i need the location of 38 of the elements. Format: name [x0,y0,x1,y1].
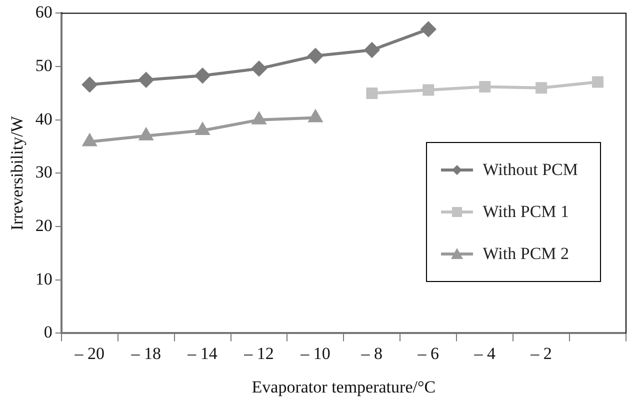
y-tick-label: 50 [35,56,52,75]
y-tick-label: 40 [35,109,52,128]
y-axis-title: Irreversibility/W [8,115,27,230]
x-tick-label: – 20 [74,344,105,363]
x-tick-label: – 8 [360,344,383,363]
y-tick-label: 0 [44,322,52,342]
legend-label: With PCM 1 [482,202,570,222]
point [82,134,96,146]
x-tick-label: – 14 [186,344,218,363]
point [82,77,98,92]
x-tick-label: – 4 [473,344,496,363]
point [592,76,604,88]
x-tick-label: – 12 [243,344,274,363]
point [139,128,153,140]
x-tick-label: – 10 [300,344,330,363]
legend-label: With PCM 2 [482,244,570,264]
point [366,87,378,99]
point [364,42,380,58]
x-tick-label: – 2 [530,344,552,363]
y-tick-label: 10 [35,269,52,288]
point [308,110,322,122]
y-tick-label: 30 [35,162,52,182]
y-tick-label: 20 [35,216,52,235]
point [422,84,434,96]
x-tick-label: – 6 [416,344,440,363]
x-axis-title: Evaporator temperature/°C [252,377,436,396]
y-tick-label: 60 [35,2,52,22]
point [420,22,436,37]
point [536,82,548,94]
point [196,123,210,136]
point [252,112,266,124]
legend-label: Without PCM [482,160,578,180]
point [252,61,267,76]
point [195,68,210,84]
point [479,81,491,93]
x-tick-label: – 18 [130,344,161,363]
point [138,72,154,88]
point [308,48,323,64]
